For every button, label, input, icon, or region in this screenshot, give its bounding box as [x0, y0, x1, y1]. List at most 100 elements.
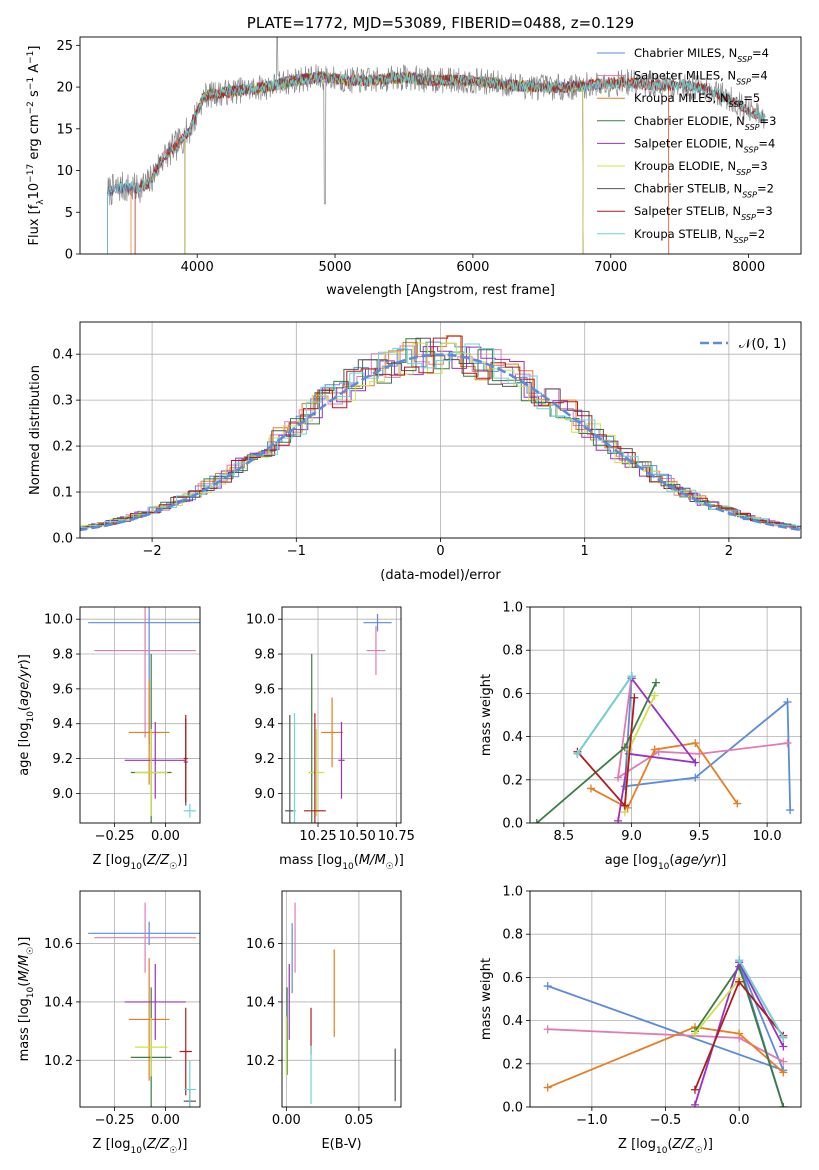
label-part: ( [669, 853, 674, 868]
weight_vs_age-series [532, 672, 795, 823]
label-part: mass [log [279, 853, 342, 868]
label-part: M/M [359, 853, 386, 868]
legend-text: Chabrier MILES, N [634, 46, 737, 60]
marker-chabrier_elodie [620, 743, 629, 752]
marker-salpeter_miles [783, 739, 792, 748]
marker-kroupa_elodie [650, 691, 659, 700]
y-tick-label: 10.4 [246, 995, 275, 1010]
weight-vs-age-ylabel: mass weight [479, 674, 494, 756]
age-vs-mass-xlabel: mass [log10(M/M☉)] [279, 853, 404, 872]
y-tick-label: 9.4 [52, 717, 73, 732]
label-part: 10 [342, 862, 354, 872]
x-tick-label: 6000 [456, 260, 489, 275]
marker-salpeter_stelib [630, 693, 639, 702]
x-tick-label: 7000 [594, 260, 627, 275]
series-line-kroupa_miles [547, 1026, 784, 1089]
label-part: age [log [605, 853, 658, 868]
y-tick-label: 0.3 [52, 394, 73, 409]
legend-text: Salpeter MILES, N [634, 69, 736, 83]
label-part: )] [17, 937, 32, 947]
legend-sub: SSP [745, 122, 760, 131]
legend-sub: SSP [744, 145, 759, 154]
label-part: )] [394, 853, 404, 868]
x-tick-label: 5000 [318, 260, 351, 275]
legend-sub: SSP [736, 77, 751, 86]
label-part: λ [36, 199, 46, 205]
marker-chabrier_elodie [779, 1103, 788, 1107]
y-tick-label: 0.6 [502, 687, 523, 702]
legend-label-salpeter_miles: Salpeter MILES, NSSP=4 [634, 69, 768, 87]
age-vs-Z-xlabel: Z [log10(Z/Z☉)] [93, 853, 188, 872]
legend-label-normal: 𝒩(0, 1) [739, 337, 786, 352]
label-part: )] [716, 853, 726, 868]
mass_vs_ebv-frame [281, 890, 402, 1108]
marker-kroupa_miles [733, 799, 742, 808]
marker-kroupa_stelib [735, 956, 744, 965]
spectrum-axes: 4000 5000 6000 7000 8000 0 5 10 15 20 25 [56, 39, 765, 275]
residuals-xlabel: (data-model)/error [380, 568, 501, 583]
marker-salpeter_stelib [690, 1085, 699, 1094]
x-tick-label: −0.25 [95, 829, 135, 844]
label-part: 10 [26, 986, 36, 998]
legend-label-chabrier_elodie: Chabrier ELODIE, NSSP=3 [634, 114, 776, 132]
x-tick-label: −2 [143, 544, 162, 559]
y-tick-label: 25 [56, 39, 73, 54]
y-tick-label: 0.0 [502, 1101, 523, 1116]
label-part: ( [142, 1137, 147, 1152]
y-tick-label: 10.4 [44, 995, 73, 1010]
weight_vs_Z-frame [529, 890, 802, 1108]
x-tick-label: 10.25 [299, 829, 336, 844]
legend-suffix: =4 [752, 46, 769, 60]
age_vs_Z-axes: −0.25 0.00 9.0 9.2 9.4 9.6 9.8 10.0 [44, 607, 200, 844]
legend-suffix: =2 [757, 182, 774, 196]
marker-salpeter_miles [614, 773, 623, 782]
spectrum-xlabel: wavelength [Angstrom, rest frame] [326, 283, 555, 298]
age_vs_mass-points [285, 613, 392, 823]
y-tick-label: 0.2 [502, 773, 523, 788]
mass_vs_Z-frame [79, 890, 201, 1108]
mass_vs_Z-axes: −0.25 0.00 10.2 10.4 10.6 [44, 891, 200, 1128]
marker-kroupa_stelib [779, 1033, 788, 1042]
marker-salpeter_miles [779, 1057, 788, 1066]
y-tick-label: 9.6 [254, 682, 275, 697]
legend-label-kroupa_elodie: Kroupa ELODIE, NSSP=3 [634, 159, 768, 177]
legend-suffix: =3 [756, 204, 773, 218]
legend-text: Kroupa MILES, N [634, 91, 729, 105]
model-spectrum-kroupa_elodie [184, 72, 584, 254]
label-part: age/yr [17, 663, 32, 706]
x-tick-label: 9.5 [689, 829, 710, 844]
legend-label-salpeter_stelib: Salpeter STELIB, NSSP=3 [634, 204, 773, 222]
legend-text: Salpeter STELIB, N [634, 204, 741, 218]
legend-sub: SSP [742, 190, 757, 199]
label-part: )] [177, 1137, 187, 1152]
legend-text: Kroupa STELIB, N [634, 227, 734, 241]
legend-label-chabrier_stelib: Chabrier STELIB, NSSP=2 [634, 182, 774, 200]
histogram-kroupa_stelib [80, 343, 801, 529]
x-tick-label: 1 [581, 544, 589, 559]
x-tick-label: 10.75 [378, 829, 415, 844]
marker-kroupa_stelib [573, 749, 582, 758]
legend-text: Chabrier STELIB, N [634, 182, 742, 196]
legend-text: Chabrier ELODIE, N [634, 114, 745, 128]
x-tick-label: −1.0 [576, 1113, 608, 1128]
x-tick-label: 0.0 [729, 1113, 750, 1128]
x-tick-label: 4000 [181, 260, 214, 275]
model-spectrum-chabrier_miles [107, 71, 670, 254]
label-part: age [log [17, 723, 32, 776]
legend-label-kroupa_stelib: Kroupa STELIB, NSSP=2 [634, 227, 765, 245]
residuals-ylabel: Normed distribution [28, 365, 43, 495]
y-tick-label: 9.8 [52, 648, 73, 663]
y-tick-label: 0.4 [502, 730, 523, 745]
spectrum-ylabel: Flux [fλ10−17 erg cm−2 s−1 A−1] [26, 46, 46, 246]
spectrum-lines [107, 37, 766, 254]
label-part: age/yr [674, 853, 717, 868]
legend-suffix: =4 [751, 69, 768, 83]
label-part: A [27, 64, 42, 77]
label-part: ☉ [386, 862, 394, 872]
x-tick-label: 2 [725, 544, 733, 559]
label-part: Z/Z [146, 1137, 170, 1152]
x-tick-label: 0.05 [344, 1113, 373, 1128]
x-tick-label: 0.00 [272, 1113, 301, 1128]
marker-chabrier_elodie [652, 678, 661, 687]
marker-chabrier_miles [786, 806, 795, 815]
